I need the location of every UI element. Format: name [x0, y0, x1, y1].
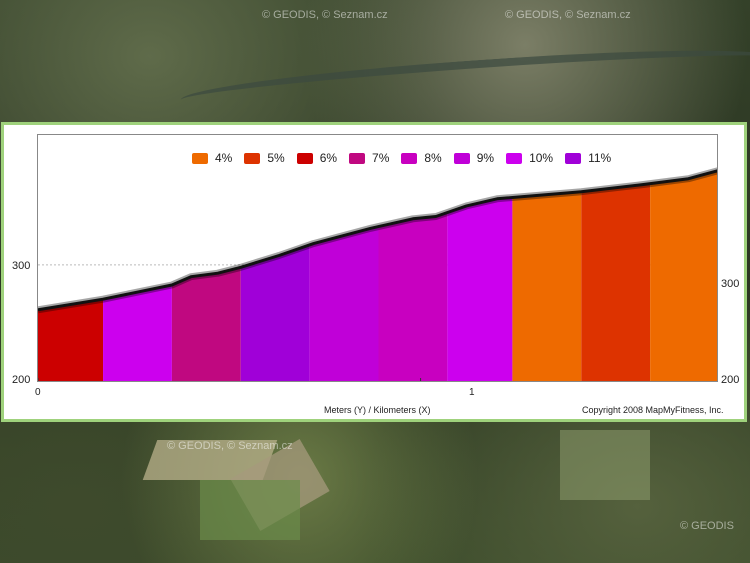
field — [560, 430, 650, 500]
legend-item: 4% — [192, 151, 232, 165]
grade-segment-9pct — [309, 226, 379, 381]
grade-segment-6pct — [38, 299, 104, 381]
legend-label: 4% — [215, 151, 233, 165]
x-tick-label: 0 — [35, 387, 41, 398]
elevation-profile-line — [38, 169, 717, 312]
legend-label: 6% — [319, 151, 338, 165]
map-watermark: © GEODIS, © Seznam.cz — [167, 440, 293, 452]
legend-swatch — [565, 152, 582, 164]
grade-segment-10pct — [103, 284, 172, 381]
legend-swatch — [349, 152, 366, 164]
panel-resize-handle[interactable] — [376, 419, 384, 422]
legend-item: 6% — [296, 151, 338, 165]
legend-label: 10% — [529, 151, 554, 165]
x-tick-label: 1 — [469, 387, 475, 398]
legend-label: 8% — [424, 151, 442, 165]
legend-swatch — [453, 152, 470, 164]
legend-item: 11% — [565, 151, 611, 165]
y-tick-label: 300 — [12, 260, 31, 272]
map-watermark: © GEODIS, © Seznam.cz — [505, 9, 631, 21]
panel-resize-handle[interactable] — [376, 122, 384, 125]
grade-segment-5pct — [581, 183, 651, 381]
legend-swatch — [244, 152, 261, 164]
legend-label: 7% — [372, 151, 390, 165]
x-axis-label: Meters (Y) / Kilometers (X) — [324, 405, 431, 415]
map-watermark: © GEODIS, © Seznam.cz — [262, 9, 388, 21]
legend-label: 9% — [476, 151, 495, 165]
legend-swatch — [296, 152, 313, 164]
legend-swatch — [506, 152, 523, 164]
y-tick-label: 200 — [12, 374, 31, 386]
legend-swatch — [192, 152, 208, 164]
legend-item: 10% — [506, 151, 553, 165]
elevation-profile-chart — [38, 167, 717, 381]
grade-segment-8pct — [378, 212, 448, 381]
y-tick-label-right: 300 — [721, 278, 740, 290]
legend-label: 5% — [267, 151, 285, 165]
field — [200, 480, 300, 540]
grade-legend: 4% 5% 6% 7% 8% 9% 10% 11% — [192, 151, 623, 165]
copyright-text: Copyright 2008 MapMyFitness, Inc. — [582, 405, 724, 415]
grade-segment-10pct — [447, 197, 513, 381]
legend-item: 9% — [453, 151, 495, 165]
legend-item: 5% — [244, 151, 285, 165]
legend-item: 8% — [401, 151, 442, 165]
elevation-chart-panel: 4% 5% 6% 7% 8% 9% 10% 11% 300 300 200 200 0 1 M… — [1, 122, 747, 422]
plot-area — [37, 134, 718, 382]
map-watermark: © GEODIS — [680, 520, 734, 532]
grade-segment-4pct — [512, 191, 582, 381]
grade-segment-7pct — [171, 267, 241, 381]
legend-swatch — [401, 152, 418, 164]
legend-item: 7% — [349, 151, 389, 165]
y-tick-label-right: 200 — [721, 374, 740, 386]
grade-segment-11pct — [240, 244, 310, 381]
grade-segment-4pct — [650, 170, 717, 381]
legend-label: 11% — [588, 151, 612, 165]
